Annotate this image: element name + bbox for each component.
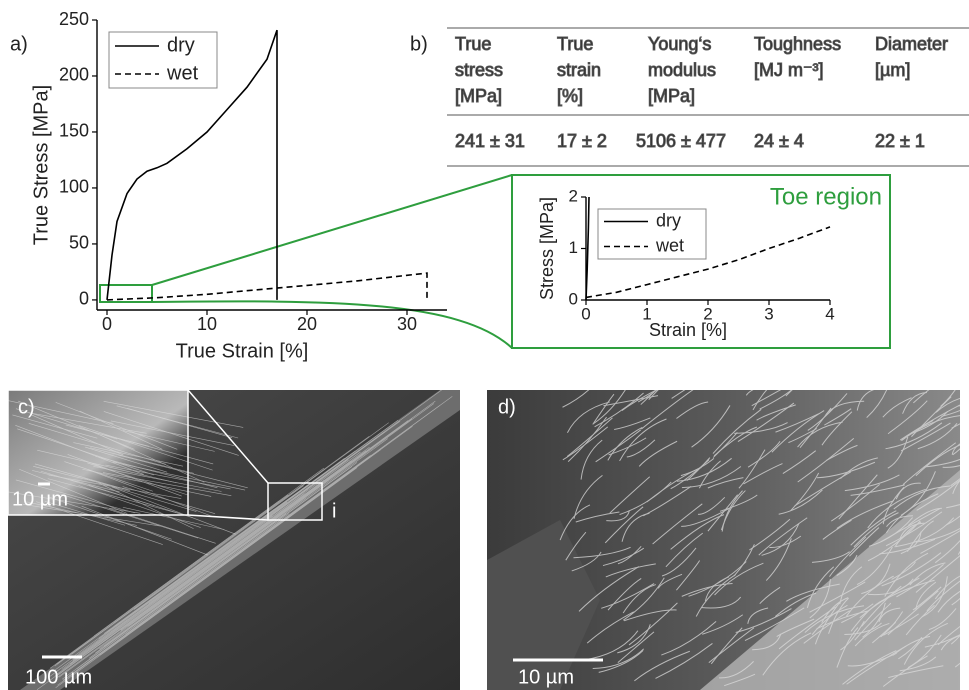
- table-cell: 17 ± 2: [557, 131, 607, 151]
- table-header: [%]: [557, 86, 583, 106]
- table-header: Diameter: [875, 34, 948, 54]
- sem-image-c: c) 10 µm i 100 µm: [8, 385, 460, 690]
- sem-image-d: d) 10 µm: [487, 354, 969, 690]
- panel-label: b): [410, 33, 428, 55]
- x-axis-label: Strain [%]: [649, 320, 727, 340]
- annotation: Toe region: [770, 183, 882, 210]
- table-cell: 5106 ± 477: [636, 131, 726, 151]
- legend-label: dry: [167, 34, 195, 56]
- y-tick-label: 2: [569, 186, 578, 205]
- legend-label: wet: [655, 235, 684, 255]
- y-tick-label: 50: [69, 233, 89, 253]
- y-tick-label: 0: [569, 289, 578, 308]
- panel-label: a): [10, 33, 28, 55]
- x-tick-label: 10: [197, 314, 217, 334]
- table-cell: 241 ± 31: [455, 131, 525, 151]
- table: True stress [MPa] True strain [%] Young‘s modul…: [447, 28, 969, 166]
- y-tick-label: 100: [59, 177, 89, 197]
- x-tick-label: 4: [825, 304, 834, 323]
- legend-label: wet: [166, 62, 199, 84]
- table-header: Toughness: [754, 34, 841, 54]
- scale-label: 10 µm: [12, 488, 68, 510]
- table-header: strain: [557, 60, 601, 80]
- y-tick-label: 1: [569, 238, 578, 257]
- y-tick-label: 150: [59, 121, 89, 141]
- inset-label: i: [332, 500, 336, 522]
- y-tick-label: 250: [59, 9, 89, 29]
- legend-label: dry: [656, 210, 681, 230]
- x-tick-label: 0: [581, 304, 590, 323]
- data-line: [107, 273, 427, 300]
- panel-label: d): [498, 396, 516, 418]
- table-header: Young‘s: [648, 34, 711, 54]
- panel-label: c): [18, 396, 35, 418]
- legend-box: [109, 32, 217, 88]
- y-tick-label: 200: [59, 65, 89, 85]
- table-cell: 24 ± 4: [754, 131, 804, 151]
- table-header: [MPa]: [455, 86, 502, 106]
- x-tick-label: 3: [764, 304, 773, 323]
- scale-label: 10 µm: [518, 666, 574, 688]
- table-cell: 22 ± 1: [875, 131, 925, 151]
- scale-label: 100 µm: [25, 666, 92, 688]
- y-tick-label: 0: [79, 289, 89, 309]
- table-header: True: [557, 34, 593, 54]
- table-header: [MJ m⁻³]: [754, 60, 824, 80]
- legend-box: [598, 209, 706, 259]
- table-header: [MPa]: [648, 86, 695, 106]
- table-header: modulus: [648, 60, 716, 80]
- table-header: [µm]: [875, 60, 910, 80]
- y-axis-label: Stress [MPa]: [537, 197, 557, 300]
- figure: a) b) True stress [MPa] True strain [%] Young‘…: [0, 0, 969, 690]
- y-axis-label: True Stress [MPa]: [30, 85, 52, 245]
- x-tick-label: 20: [297, 314, 317, 334]
- texture: [786, 354, 823, 396]
- table-header: stress: [455, 60, 503, 80]
- x-tick-label: 0: [102, 314, 112, 334]
- x-axis-label: True Strain [%]: [176, 340, 309, 362]
- table-header: True: [455, 34, 491, 54]
- x-tick-label: 30: [397, 314, 417, 334]
